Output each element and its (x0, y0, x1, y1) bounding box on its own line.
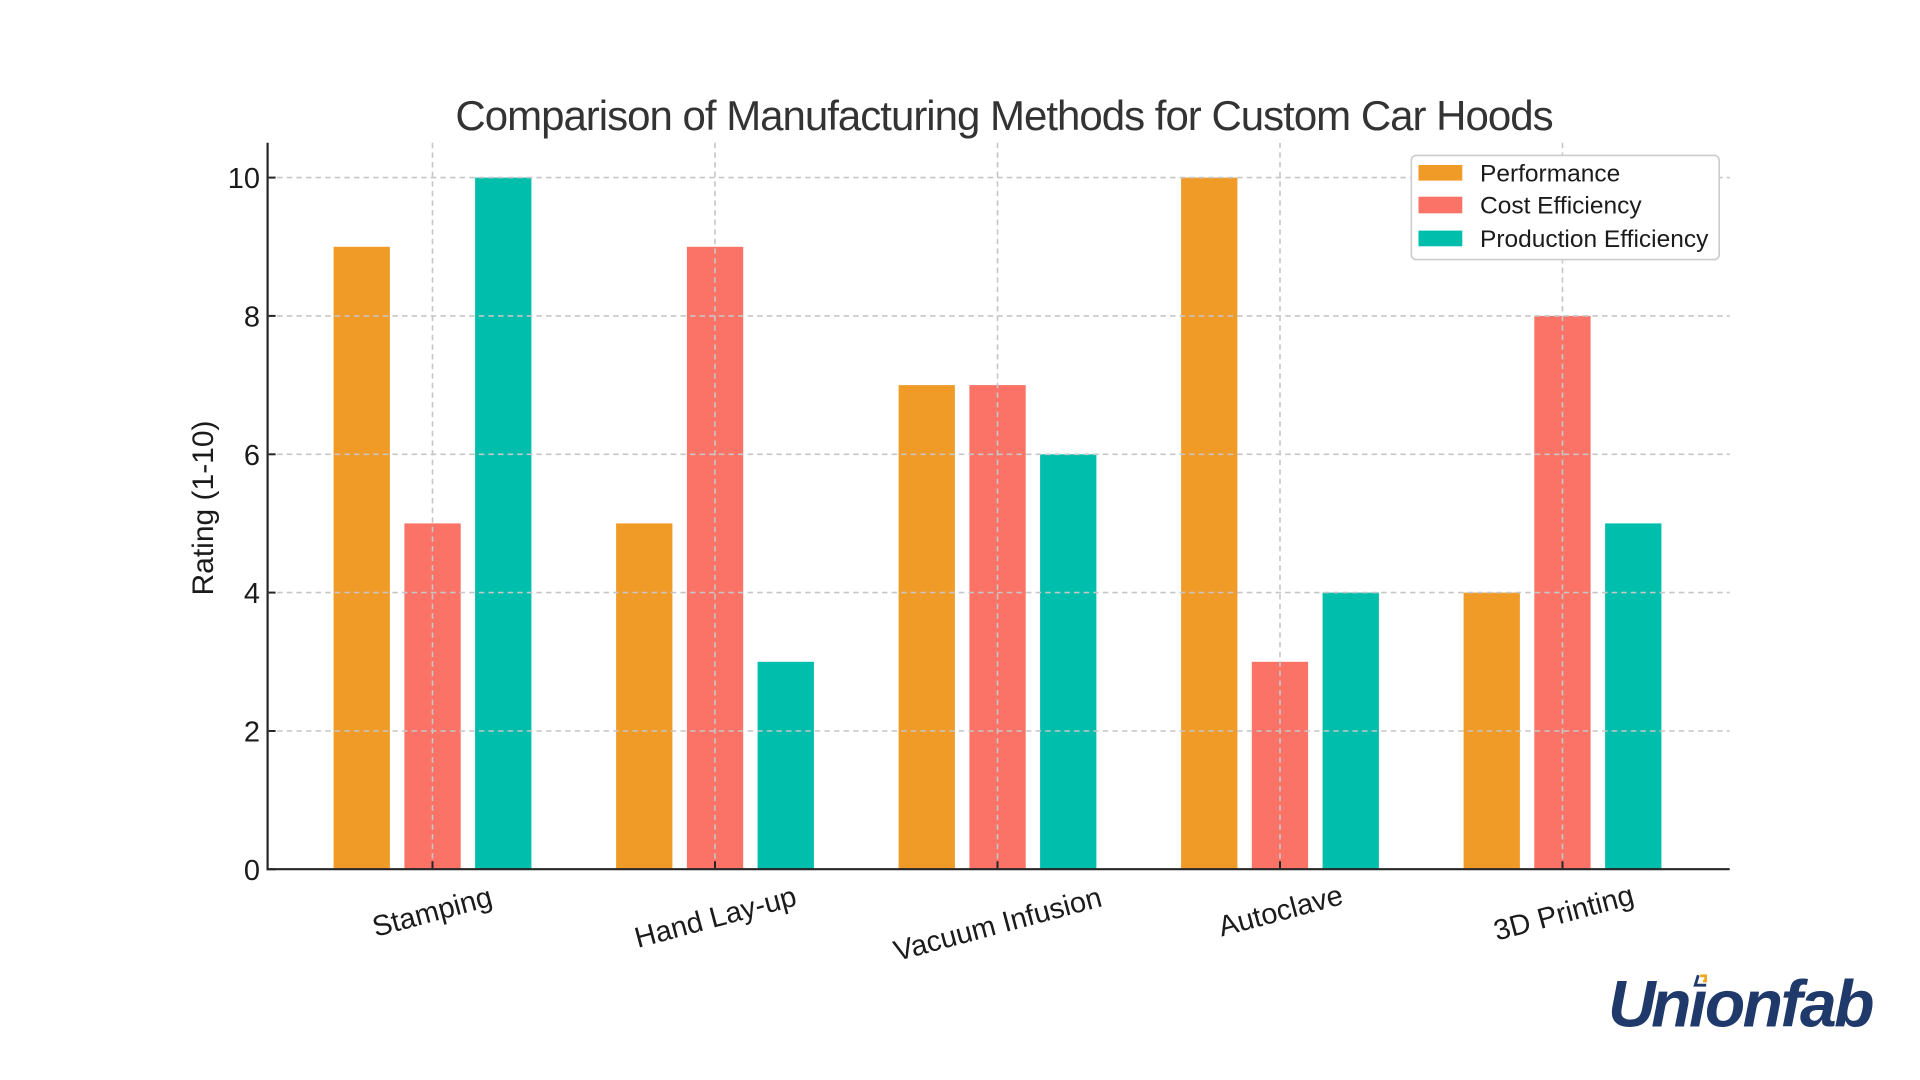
svg-text:0: 0 (244, 855, 260, 887)
svg-text:Performance: Performance (1480, 161, 1620, 188)
svg-text:6: 6 (244, 440, 260, 472)
svg-text:10: 10 (228, 163, 260, 195)
svg-text:2: 2 (244, 717, 260, 749)
svg-text:Un: Un (1608, 967, 1689, 1041)
svg-text:4: 4 (244, 578, 260, 610)
svg-text:Comparison of Manufacturing Me: Comparison of Manufacturing Methods for … (455, 92, 1552, 139)
svg-text:8: 8 (244, 301, 260, 333)
svg-text:Cost Efficiency: Cost Efficiency (1480, 193, 1642, 220)
svg-text:Production Efficiency: Production Efficiency (1480, 226, 1709, 253)
svg-text:Rating (1-10): Rating (1-10) (187, 420, 220, 595)
svg-text:ıonfab: ıonfab (1689, 967, 1873, 1041)
